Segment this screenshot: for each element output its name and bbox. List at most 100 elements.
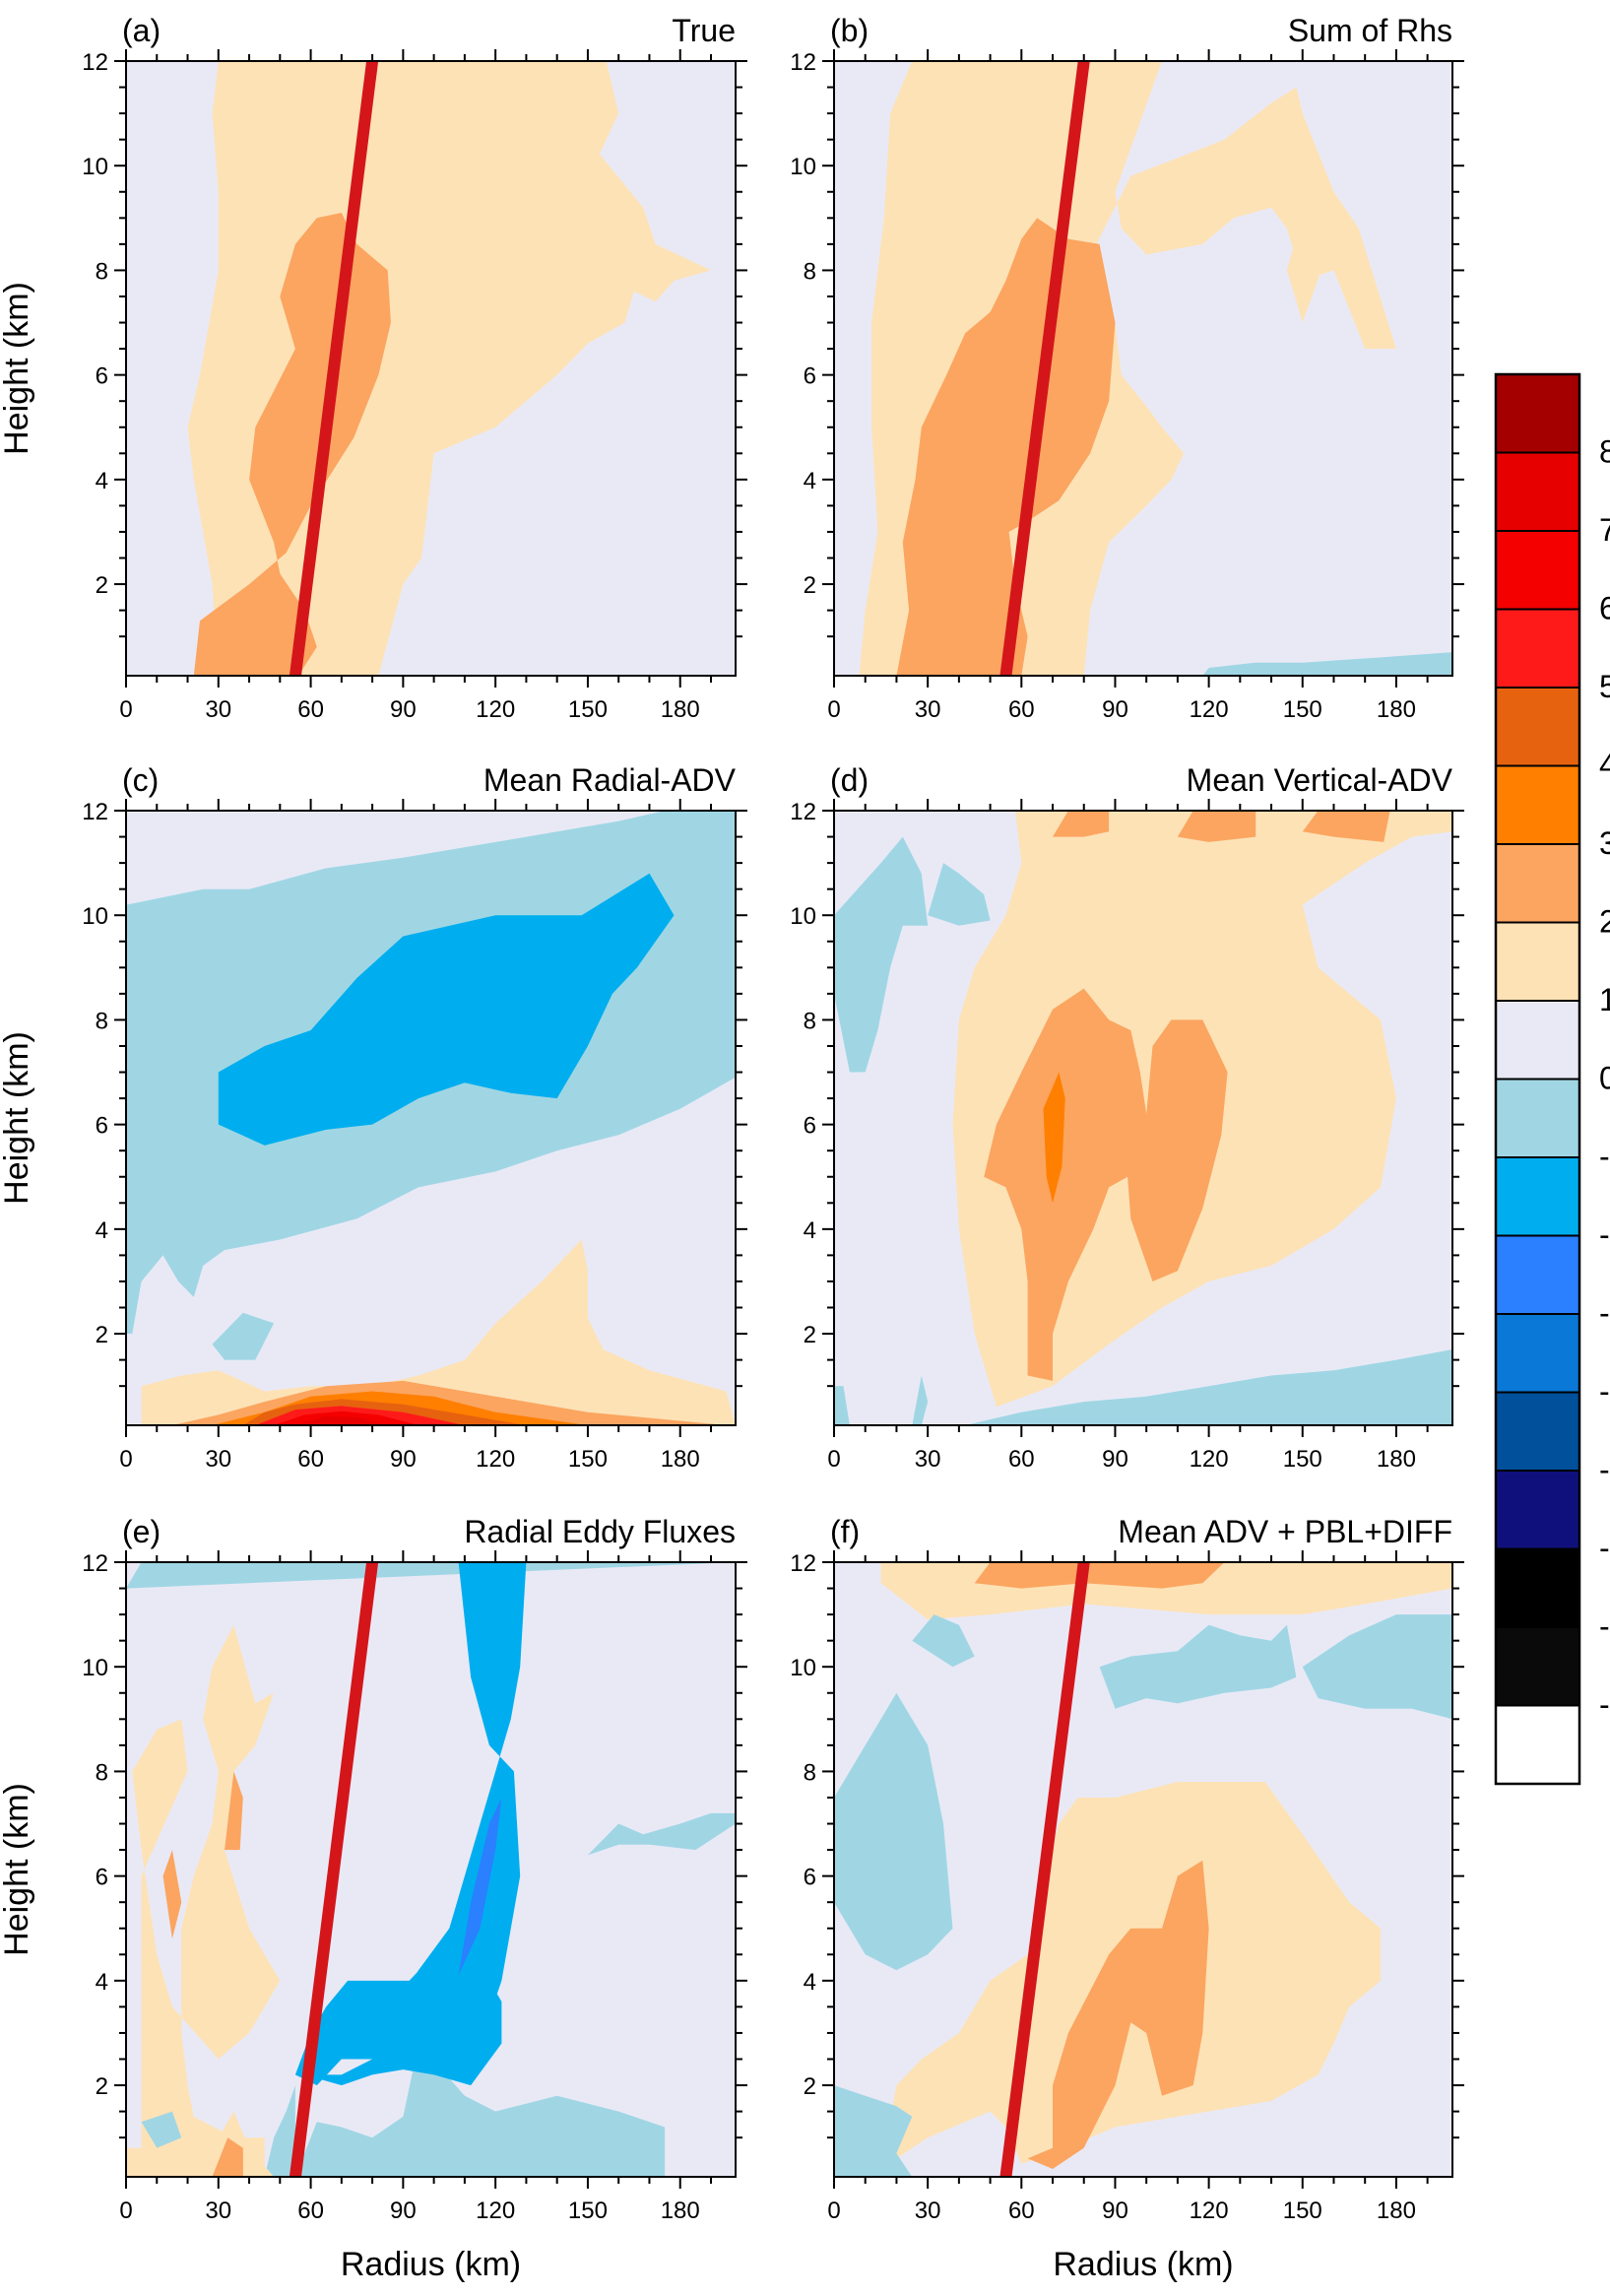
x-tick-label: 120 (476, 2198, 515, 2224)
contour-region-20_30 (1302, 811, 1390, 842)
colorbar-swatch (1495, 1078, 1580, 1158)
colorbar-label: -60 (1599, 1531, 1610, 1566)
panel-title: Radial Eddy Fluxes (464, 1514, 736, 1549)
panel-frame (125, 810, 737, 1426)
y-axis-label: Height (km) (0, 282, 35, 455)
x-tick-label: 0 (119, 2198, 132, 2224)
y-tick-label: 4 (804, 1217, 816, 1244)
contour-region-0_10 (834, 2085, 913, 2177)
x-tick-label: 0 (827, 2198, 840, 2224)
x-tick-label: 30 (915, 2198, 941, 2224)
colorbar-label: 0 (1599, 1061, 1610, 1096)
contour-region-0_10 (141, 2111, 182, 2148)
panel-title: Sum of Rhs (1288, 13, 1452, 48)
x-tick-label: 0 (119, 1446, 132, 1473)
x-tick-label: 60 (1008, 696, 1035, 723)
contour-fills (834, 1562, 1452, 2177)
colorbar-swatch (1495, 921, 1580, 1002)
colorbar-label: -30 (1599, 1295, 1610, 1331)
colorbar-label: 20 (1599, 904, 1610, 940)
x-tick-label: 180 (1377, 1446, 1416, 1473)
colorbar-swatch (1495, 1234, 1580, 1315)
colorbar-swatch (1495, 1470, 1580, 1550)
x-tick-label: 0 (827, 1446, 840, 1473)
y-tick-label: 10 (82, 1655, 108, 1681)
y-tick-label: 6 (96, 363, 108, 390)
colorbar-label: 30 (1599, 825, 1610, 861)
contour-region-20_30 (974, 1562, 1225, 1589)
panel-f: 0 30 60 90 120 150 180 2 4 6 8 10 12 (f) Mean ADV + PB… (790, 1514, 1464, 2283)
colorbar-label: 50 (1599, 669, 1610, 704)
panel-b: 0 30 60 90 120 150 180 2 4 6 8 10 12 (b) Sum of Rhs (790, 13, 1464, 723)
colorbar-label: -10 (1599, 1139, 1610, 1174)
x-tick-label: 150 (1283, 1446, 1322, 1473)
panel-frame (833, 810, 1453, 1426)
x-tick-label: 180 (1377, 696, 1416, 723)
y-tick-label: 6 (804, 1113, 816, 1140)
y-tick-label: 2 (804, 2073, 816, 2100)
contour-region-20_30 (896, 218, 1116, 676)
colorbar-label: 70 (1599, 512, 1610, 548)
x-tick-label: 150 (568, 1446, 608, 1473)
x-tick-label: 60 (297, 696, 324, 723)
contour-region-20_30 (984, 988, 1228, 1381)
colorbar-label: -80 (1599, 1687, 1610, 1723)
y-tick-label: 12 (82, 49, 108, 76)
colorbar-label: -70 (1599, 1608, 1610, 1644)
x-tick-label: 180 (1377, 2198, 1416, 2224)
x-tick-label: 0 (119, 696, 132, 723)
x-axis-label: Radius (km) (1053, 2246, 1233, 2283)
colorbar-swatch (1495, 764, 1580, 845)
colorbar-label: 80 (1599, 434, 1610, 470)
contour-fills (126, 811, 736, 1425)
y-tick-label: 6 (96, 1865, 108, 1891)
colorbar-swatch (1495, 1547, 1580, 1628)
y-tick-label: 6 (804, 363, 816, 390)
contour-region--10_0 (218, 873, 675, 1146)
contour-region--10_0 (304, 1928, 502, 2086)
colorbar-swatch (1495, 608, 1580, 689)
contour-region-0_10 (834, 1692, 953, 1971)
y-tick-label: 2 (96, 572, 108, 599)
y-tick-label: 6 (804, 1865, 816, 1891)
panel-letter: (a) (122, 13, 161, 48)
x-tick-label: 60 (297, 1446, 324, 1473)
x-tick-label: 90 (1102, 696, 1128, 723)
panel-title: True (672, 13, 736, 48)
contour-region-0_10 (1099, 1624, 1297, 1709)
contour-region-0_10 (928, 863, 991, 926)
colorbar-label: 40 (1599, 748, 1610, 783)
x-tick-label: 150 (1283, 696, 1322, 723)
y-tick-label: 4 (96, 468, 108, 494)
y-tick-label: 12 (790, 799, 816, 825)
y-tick-label: 8 (96, 1008, 108, 1034)
x-tick-label: 180 (661, 1446, 700, 1473)
panel-title: Mean ADV + PBL+DIFF (1118, 1514, 1452, 1549)
colorbar-swatch (1495, 530, 1580, 611)
y-tick-label: 8 (96, 1759, 108, 1786)
contour-region-20_30 (225, 1771, 243, 1851)
y-tick-label: 8 (96, 258, 108, 285)
y-tick-label: 6 (96, 1113, 108, 1140)
x-tick-label: 150 (568, 696, 608, 723)
colorbar-label: 10 (1599, 982, 1610, 1017)
y-tick-label: 12 (82, 799, 108, 825)
panel-c: 0 30 60 90 120 150 180 2 4 6 8 10 12 (c) Mean Radial-A… (0, 762, 747, 1473)
x-tick-label: 0 (827, 696, 840, 723)
y-tick-label: 10 (790, 903, 816, 930)
x-tick-label: 150 (1283, 2198, 1322, 2224)
x-tick-label: 90 (1102, 2198, 1128, 2224)
x-tick-label: 120 (476, 1446, 515, 1473)
x-tick-label: 90 (390, 2198, 417, 2224)
panel-letter: (b) (830, 13, 869, 48)
y-tick-label: 2 (96, 2073, 108, 2100)
x-tick-label: 60 (1008, 2198, 1035, 2224)
colorbar-swatch (1495, 373, 1580, 454)
y-tick-label: 4 (804, 1969, 816, 1996)
colorbar: 80 70 60 50 40 30 20 10 0 -10 -20 -30 -40 -50 -60 -70 -8… (1494, 372, 1610, 1786)
contour-region-0_10 (912, 1375, 929, 1425)
contour-region-10_20 (141, 1239, 736, 1425)
panel-letter: (f) (830, 1514, 860, 1549)
panel-letter: (d) (830, 762, 869, 798)
